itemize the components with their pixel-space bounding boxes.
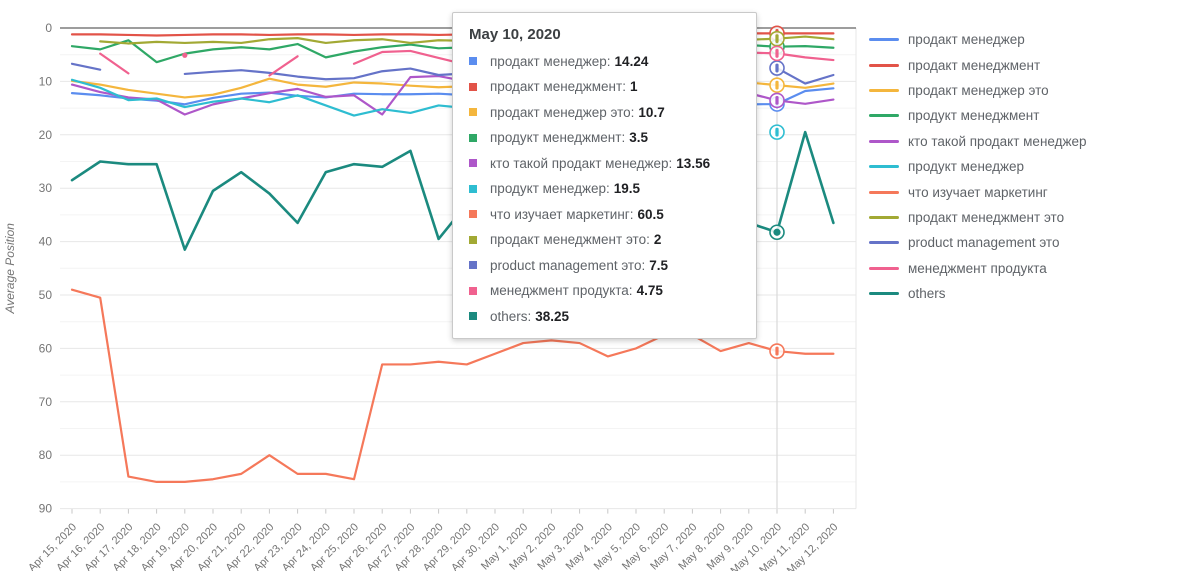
- tooltip-item-value: 1: [629, 79, 638, 94]
- legend-label: others: [908, 286, 946, 302]
- tooltip-item-value: 3.5: [629, 130, 648, 145]
- tooltip-item: продукт менеджмент: 3.5: [469, 130, 740, 145]
- legend-line-icon: [869, 139, 899, 143]
- legend-item[interactable]: продакт менеджмент: [869, 52, 1087, 77]
- y-axis-label: 50: [39, 288, 53, 302]
- legend-line-icon: [869, 165, 899, 169]
- tooltip-item-label: что изучает маркетинг:: [490, 206, 634, 222]
- legend-label: продакт менеджер: [908, 32, 1025, 48]
- legend-item[interactable]: продукт менеджер: [869, 154, 1087, 179]
- series-swatch-icon: [469, 312, 477, 320]
- y-axis-label: 80: [39, 448, 53, 462]
- tooltip-item: продакт менеджер это: 10.7: [469, 105, 740, 120]
- tooltip-item-label: others:: [490, 308, 532, 324]
- legend-label: менеджмент продукта: [908, 260, 1047, 276]
- legend-line-icon: [869, 241, 899, 245]
- legend-label: продакт менеджер это: [908, 82, 1049, 98]
- y-axis-label: 40: [39, 235, 53, 249]
- tooltip-item: что изучает маркетинг: 60.5: [469, 207, 740, 222]
- legend-item[interactable]: продакт менеджер: [869, 27, 1087, 52]
- tooltip-item-label: продакт менеджмент:: [490, 79, 626, 94]
- tooltip-item-label: кто такой продакт менеджер:: [490, 155, 673, 171]
- y-axis-label: 70: [39, 395, 53, 409]
- series-swatch-icon: [469, 210, 477, 218]
- y-axis-label: 10: [39, 74, 53, 88]
- legend-item[interactable]: что изучает маркетинг: [869, 179, 1087, 204]
- series-swatch-icon: [469, 57, 477, 65]
- focus-markers: [769, 25, 785, 359]
- tooltip-title: May 10, 2020: [469, 26, 561, 43]
- legend-label: product management это: [908, 235, 1060, 251]
- tooltip-item-value: 19.5: [613, 181, 641, 196]
- series-swatch-icon: [469, 159, 477, 167]
- legend-label: кто такой продакт менеджер: [908, 133, 1087, 149]
- tooltip-item: продакт менеджмент: 1: [469, 79, 740, 94]
- y-axis-label: 0: [45, 21, 52, 35]
- tooltip-item: others: 38.25: [469, 309, 740, 324]
- tooltip-item: кто такой продакт менеджер: 13.56: [469, 156, 740, 171]
- series-swatch-icon: [469, 108, 477, 116]
- series-swatch-icon: [469, 184, 477, 193]
- legend-label: что изучает маркетинг: [908, 184, 1048, 200]
- y-axis-labels: 0 10 20 30 40 50 60 70 80 90: [39, 21, 53, 516]
- tooltip-items: продакт менеджер: 14.24 продакт менеджмент…: [469, 54, 740, 324]
- legend-item[interactable]: product management это: [869, 230, 1087, 255]
- tooltip-item-value: 10.7: [638, 104, 665, 120]
- legend-item[interactable]: others: [869, 281, 1087, 306]
- legend-line-icon: [869, 38, 899, 42]
- legend-label: продукт менеджер: [908, 159, 1025, 175]
- tooltip-item: продакт менеджер: 14.24: [469, 54, 740, 69]
- legend-line-icon: [869, 190, 899, 194]
- legend-item[interactable]: продукт менеджмент: [869, 103, 1087, 128]
- legend-line-icon: [869, 292, 899, 296]
- series-swatch-icon: [469, 235, 477, 244]
- tooltip-item-label: продукт менеджмент:: [490, 130, 626, 145]
- legend-item[interactable]: продакт менеджер это: [869, 78, 1087, 103]
- x-axis-ticks: [71, 509, 834, 514]
- legend-label: продакт менеджмент: [908, 57, 1041, 73]
- y-axis-label: 60: [39, 341, 53, 355]
- tooltip-item-label: продукт менеджер:: [490, 181, 610, 196]
- tooltip-item-value: 4.75: [636, 283, 663, 298]
- y-axis-title: Average Position: [3, 223, 17, 315]
- tooltip-item-label: product management это:: [490, 257, 646, 273]
- tooltip: May 10, 2020 продакт менеджер: 14.24 прода…: [452, 12, 757, 339]
- y-axis-label: 90: [39, 502, 53, 516]
- tooltip-item-label: продакт менеджер:: [490, 53, 611, 69]
- tooltip-item-value: 14.24: [614, 53, 649, 69]
- legend-label: продукт менеджмент: [908, 108, 1040, 124]
- series-swatch-icon: [469, 261, 477, 269]
- legend-line-icon: [869, 215, 899, 219]
- legend-item[interactable]: кто такой продакт менеджер: [869, 129, 1087, 154]
- series-line-6: [70, 288, 835, 483]
- tooltip-item-value: 2: [653, 232, 662, 247]
- tooltip-item: продакт менеджмент это: 2: [469, 232, 740, 247]
- legend-item[interactable]: менеджмент продукта: [869, 256, 1087, 281]
- legend-line-icon: [869, 63, 899, 67]
- series-swatch-icon: [469, 286, 477, 295]
- y-axis-label: 20: [39, 128, 53, 142]
- tooltip-item-label: продакт менеджмент это:: [490, 232, 650, 247]
- series-swatch-icon: [469, 133, 477, 142]
- tooltip-item-value: 7.5: [649, 257, 668, 273]
- tooltip-item-value: 13.56: [676, 155, 711, 171]
- legend-label: продакт менеджмент это: [908, 209, 1065, 225]
- tooltip-item-label: менеджмент продукта:: [490, 283, 633, 298]
- y-axis-label: 30: [39, 181, 53, 195]
- tooltip-item: product management это: 7.5: [469, 258, 740, 273]
- tooltip-item: менеджмент продукта: 4.75: [469, 283, 740, 298]
- tooltip-item: продукт менеджер: 19.5: [469, 181, 740, 196]
- tooltip-item-label: продакт менеджер это:: [490, 104, 635, 120]
- legend-line-icon: [869, 266, 899, 270]
- legend: продакт менеджер продакт менеджмент продак…: [869, 27, 1087, 306]
- tooltip-item-value: 60.5: [637, 206, 664, 222]
- tooltip-item-value: 38.25: [535, 308, 570, 324]
- legend-item[interactable]: продакт менеджмент это: [869, 205, 1087, 230]
- legend-line-icon: [869, 88, 899, 92]
- series-swatch-icon: [469, 82, 477, 91]
- legend-line-icon: [869, 114, 899, 118]
